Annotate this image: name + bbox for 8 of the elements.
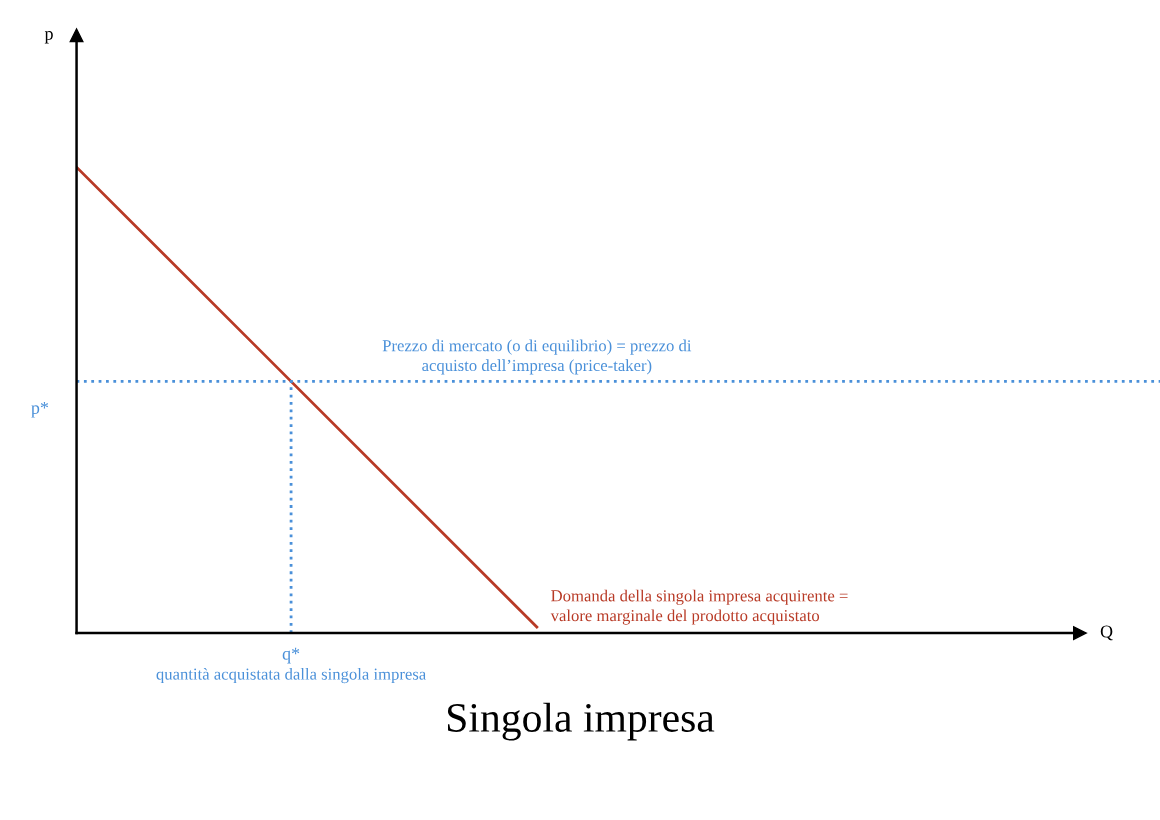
text: Singola impresa [447, 702, 715, 741]
annotation: Prezzo di mercato (o di equilibrio) = prezzo di acquisto dell’impresa (price-taker) [382, 339, 692, 375]
ref-line-label: p* [31, 401, 49, 418]
text: p [44, 31, 53, 44]
x-axis-title: Q [1100, 625, 1113, 641]
text: quantità acquistata dalla singola impresa [156, 667, 426, 684]
annotation: Domanda della singola impresa acquirente = valore marginale del prodotto acquistato [550, 589, 848, 625]
text: q* [282, 647, 300, 664]
